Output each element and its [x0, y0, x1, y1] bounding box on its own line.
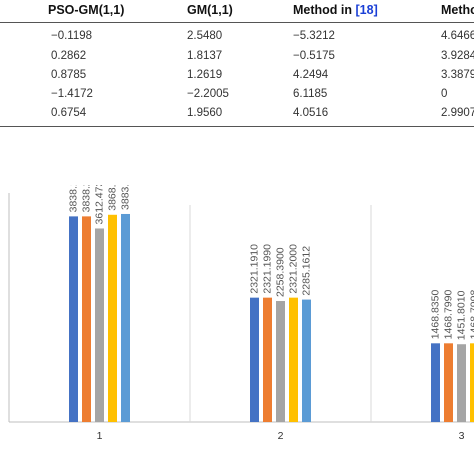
table-cell: 6.1185 [293, 88, 328, 100]
bar [121, 213, 130, 422]
bar [444, 343, 453, 422]
results-table: PSO-GM(1,1) GM(1,1) Method in [18] Metho… [0, 0, 474, 130]
bar-value-label: 3612.4730 [94, 185, 106, 224]
table-cell: 1.2619 [187, 69, 223, 81]
bar [470, 343, 474, 422]
header-method-in: Method in [18] [293, 3, 378, 17]
table-cell: 0.6754 [51, 107, 87, 119]
x-tick-label: 2 [278, 430, 284, 442]
x-tick-label: 1 [97, 430, 103, 442]
bar [82, 216, 91, 422]
table-bottom-rule [0, 126, 474, 127]
header-method-in-text: Method in [293, 3, 356, 17]
table-cell: −0.5175 [293, 50, 335, 62]
bar-value-label: 3838.2000 [81, 185, 93, 212]
bar [250, 297, 259, 422]
bar [289, 297, 298, 422]
table-cell: −0.1198 [51, 30, 93, 42]
bar [302, 299, 311, 422]
table-cell: 4.2494 [293, 69, 329, 81]
table-cell: 3.9284 [441, 50, 474, 62]
bar-value-label: 3838.1610 [68, 185, 80, 212]
bar [263, 297, 272, 422]
table-cell: 4.6466 [441, 30, 474, 42]
header-rule [0, 22, 474, 23]
table-cell: −2.2005 [187, 88, 229, 100]
bar [457, 344, 466, 422]
header-pso-gm: PSO-GM(1,1) [48, 3, 125, 17]
bar-value-label: 1468.7998 [469, 290, 474, 340]
bar-value-label: 2321.2000 [288, 244, 300, 294]
table-cell: 3.3879 [441, 69, 474, 81]
bar-value-label: 1468.8350 [430, 290, 442, 340]
bar [108, 214, 117, 422]
table-cell: 0.2862 [51, 50, 87, 62]
table-cell: 0.8785 [51, 69, 87, 81]
bar-value-label: 2321.1990 [262, 244, 274, 294]
header-gm: GM(1,1) [187, 3, 233, 17]
bar-value-label: 1468.7990 [443, 290, 455, 340]
table-cell: 1.9560 [187, 107, 223, 119]
bar-value-label: 3883.0906 [120, 185, 132, 210]
x-tick-label: 3 [459, 430, 465, 442]
table-cell: 2.5480 [187, 30, 223, 42]
bar-value-label: 2258.3900 [275, 247, 287, 297]
bar-value-label: 3868.2003 [107, 185, 119, 211]
citation-link[interactable]: [18] [355, 3, 378, 17]
table-cell: 2.9907 [441, 107, 474, 119]
bar-value-label: 2321.1910 [249, 244, 261, 294]
table-cell: 4.0516 [293, 107, 329, 119]
bar-chart: 3838.1610 3838.2000 3612.4730 3868.2003 3883… [8, 185, 474, 442]
bar [95, 228, 104, 422]
header-method-cut: Metho [441, 3, 474, 17]
bar-value-label: 1451.8010 [456, 290, 468, 340]
table-cell: −1.4172 [51, 88, 93, 100]
bar [276, 301, 285, 422]
bar [431, 343, 440, 422]
bar-value-label: 2285.1612 [301, 246, 313, 296]
table-cell: 0 [441, 88, 448, 100]
table-cell: 1.8137 [187, 50, 223, 62]
table-cell: −5.3212 [293, 30, 335, 42]
bar [69, 216, 78, 422]
